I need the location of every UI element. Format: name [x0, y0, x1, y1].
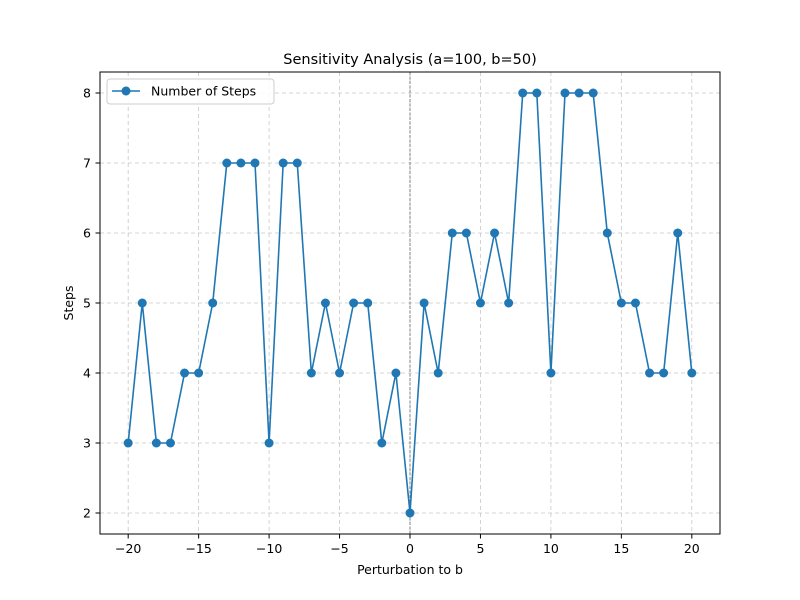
- y-axis-label: Steps: [61, 286, 76, 321]
- y-tick-label: 3: [83, 436, 91, 451]
- y-tick-label: 8: [83, 86, 91, 101]
- legend-box: [106, 78, 275, 105]
- data-point: [490, 228, 500, 238]
- x-tick-label: 20: [684, 541, 700, 556]
- data-point: [659, 368, 669, 378]
- data-point: [151, 438, 161, 448]
- data-point: [250, 158, 260, 168]
- x-axis-ticks: −20 −15 −10 −5 0 5 10 15 20: [115, 534, 700, 556]
- legend-label: Number of Steps: [151, 84, 256, 99]
- y-tick-label: 4: [83, 366, 91, 381]
- y-tick-label: 5: [83, 296, 91, 311]
- data-point: [433, 368, 443, 378]
- data-point: [630, 298, 640, 308]
- data-point: [687, 368, 697, 378]
- data-point: [264, 438, 274, 448]
- x-tick-label: 5: [476, 541, 484, 556]
- data-point: [335, 368, 345, 378]
- data-point: [419, 298, 429, 308]
- data-point: [588, 88, 598, 98]
- y-axis-ticks: 2 3 4 5 6 7 8: [83, 86, 100, 521]
- x-tick-label: 10: [543, 541, 559, 556]
- data-point: [278, 158, 288, 168]
- data-point: [208, 298, 218, 308]
- series-layer: [123, 88, 697, 518]
- data-point: [320, 298, 330, 308]
- data-point: [405, 508, 415, 518]
- x-tick-label: −20: [115, 541, 141, 556]
- y-tick-label: 7: [83, 156, 91, 171]
- data-point: [504, 298, 514, 308]
- data-point: [645, 368, 655, 378]
- data-point: [306, 368, 316, 378]
- chart-title: Sensitivity Analysis (a=100, b=50): [283, 52, 537, 68]
- data-point: [123, 438, 133, 448]
- data-point: [165, 438, 175, 448]
- data-point: [236, 158, 246, 168]
- data-point: [222, 158, 232, 168]
- data-point: [546, 368, 556, 378]
- data-point: [447, 228, 457, 238]
- data-point: [194, 368, 204, 378]
- data-point: [363, 298, 373, 308]
- legend-point-marker: [121, 86, 131, 96]
- data-point: [292, 158, 302, 168]
- data-point: [560, 88, 570, 98]
- data-point: [532, 88, 542, 98]
- x-tick-label: −10: [256, 541, 282, 556]
- data-point: [518, 88, 528, 98]
- y-tick-label: 6: [83, 226, 91, 241]
- x-tick-label: −5: [330, 541, 348, 556]
- data-point: [137, 298, 147, 308]
- x-tick-label: −15: [185, 541, 211, 556]
- data-point: [377, 438, 387, 448]
- data-point: [616, 298, 626, 308]
- x-axis-label: Perturbation to b: [357, 562, 463, 577]
- data-point: [180, 368, 190, 378]
- data-point: [391, 368, 401, 378]
- x-tick-label: 15: [613, 541, 629, 556]
- data-point: [574, 88, 584, 98]
- data-point: [602, 228, 612, 238]
- legend: Number of Steps: [106, 78, 275, 105]
- data-point: [461, 228, 471, 238]
- data-point: [475, 298, 485, 308]
- y-tick-label: 2: [83, 506, 91, 521]
- data-point: [349, 298, 359, 308]
- x-tick-label: 0: [406, 541, 414, 556]
- data-point: [673, 228, 683, 238]
